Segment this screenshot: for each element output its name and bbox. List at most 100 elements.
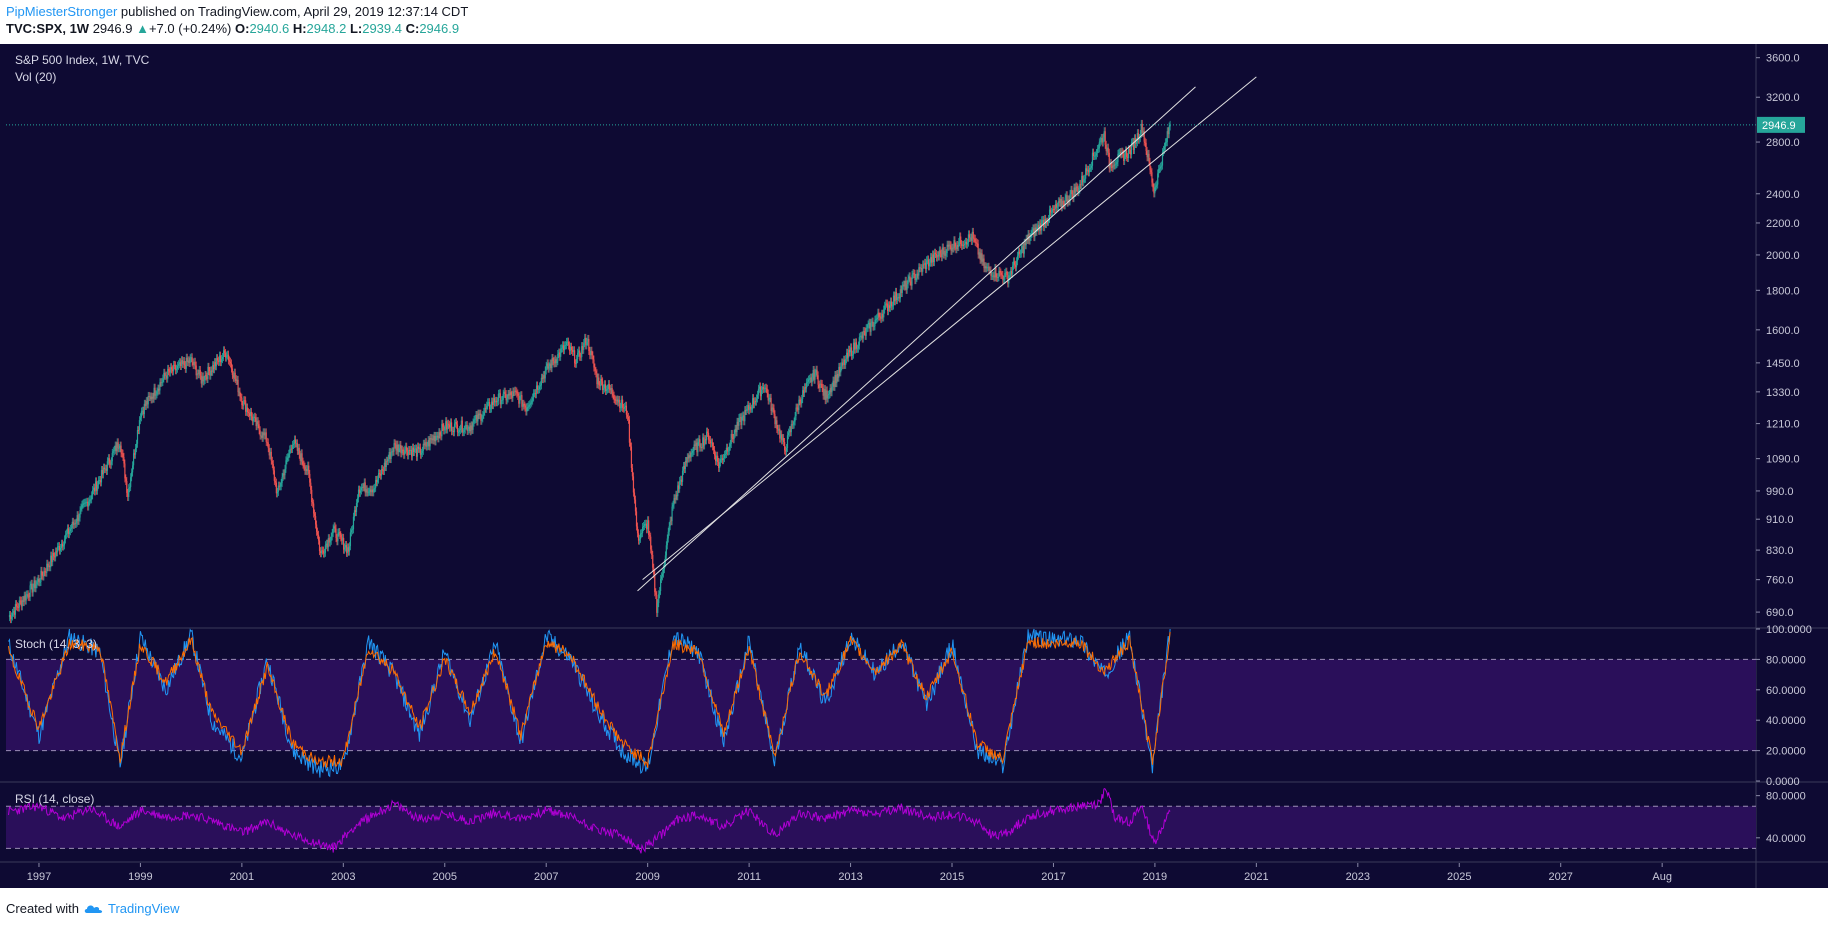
candle: [104, 468, 107, 470]
candle: [1020, 248, 1022, 254]
candle: [261, 435, 263, 438]
candle: [658, 594, 660, 604]
candle: [1032, 228, 1034, 232]
candle: [58, 546, 61, 551]
candle: [386, 460, 388, 462]
candle: [257, 421, 259, 425]
candle: [551, 357, 553, 369]
candle: [547, 363, 549, 369]
candle: [409, 450, 411, 451]
candle: [496, 401, 499, 403]
candle: [786, 435, 789, 448]
candle: [128, 488, 130, 497]
candle: [503, 391, 505, 394]
candle: [719, 462, 721, 468]
candle: [1007, 275, 1009, 284]
candle: [946, 244, 948, 254]
candle: [168, 368, 170, 372]
candle: [1149, 161, 1151, 171]
candle: [450, 422, 453, 432]
candle: [939, 250, 941, 254]
candle: [1159, 166, 1162, 169]
candle: [579, 350, 581, 357]
candle: [1131, 141, 1134, 143]
candle: [217, 360, 220, 362]
candle: [412, 447, 415, 452]
tradingview-logo[interactable]: TradingView: [83, 901, 180, 916]
candle: [419, 447, 421, 455]
time-tick-label: 2017: [1041, 871, 1065, 883]
candle: [351, 529, 354, 531]
candle: [338, 532, 340, 533]
candle: [798, 399, 800, 411]
candle: [753, 401, 756, 405]
candle: [921, 268, 923, 272]
candle: [510, 392, 512, 395]
candle: [212, 365, 214, 372]
time-tick-label: 2015: [940, 871, 964, 883]
candle: [960, 236, 962, 245]
candle: [858, 337, 860, 346]
candle: [522, 403, 524, 407]
candle: [94, 481, 97, 492]
candle: [806, 381, 809, 383]
candle: [377, 473, 380, 480]
candle: [271, 460, 273, 465]
candle: [273, 470, 275, 481]
candle: [541, 377, 543, 380]
candle: [1118, 153, 1120, 154]
candle: [750, 406, 752, 409]
candle: [597, 377, 599, 385]
candle: [1054, 204, 1057, 210]
candle: [12, 610, 15, 613]
candle: [534, 393, 536, 394]
candle: [218, 355, 221, 362]
candle: [507, 393, 509, 399]
candle: [1046, 221, 1048, 225]
candle: [63, 539, 66, 546]
candle: [146, 401, 148, 405]
price-tick-label: 690.0: [1766, 607, 1794, 619]
candle: [765, 387, 767, 389]
candle: [430, 438, 432, 440]
candle: [848, 349, 850, 358]
tradingview-cloud-icon: [84, 904, 103, 913]
candle: [171, 367, 173, 370]
candle: [724, 453, 727, 455]
candle: [668, 526, 670, 532]
candle: [823, 389, 825, 396]
candle: [141, 410, 143, 412]
candle: [167, 368, 169, 379]
candle: [560, 348, 562, 357]
candle: [643, 525, 645, 528]
candle: [559, 352, 561, 357]
candle: [822, 387, 824, 396]
candle: [1163, 146, 1166, 150]
candle: [387, 458, 389, 462]
candle: [376, 479, 378, 483]
candle: [660, 578, 662, 592]
candle: [1088, 167, 1091, 173]
candle: [123, 456, 125, 464]
price-tick-label: 2800.0: [1766, 137, 1800, 149]
candle: [479, 413, 481, 416]
candle: [445, 421, 447, 430]
candle: [511, 394, 513, 398]
candle: [1129, 149, 1132, 155]
candle: [1146, 150, 1148, 158]
chart-area[interactable]: 2946.9 690.0 760.0 830.0 910.0 990.0 1090.0 121…: [0, 0, 1828, 900]
candle: [323, 552, 325, 554]
candle: [295, 443, 297, 445]
candle: [293, 439, 296, 445]
candle: [43, 571, 45, 577]
candle: [803, 387, 806, 393]
change-value: +7.0 (+0.24%): [148, 21, 232, 36]
candle: [365, 489, 367, 493]
price-tick-label: 1090.0: [1766, 454, 1800, 466]
candle: [586, 341, 588, 346]
candle: [31, 583, 33, 593]
candle: [836, 374, 838, 384]
candle: [629, 442, 632, 447]
candle: [33, 580, 35, 588]
author-link[interactable]: PipMiesterStronger: [6, 4, 118, 19]
